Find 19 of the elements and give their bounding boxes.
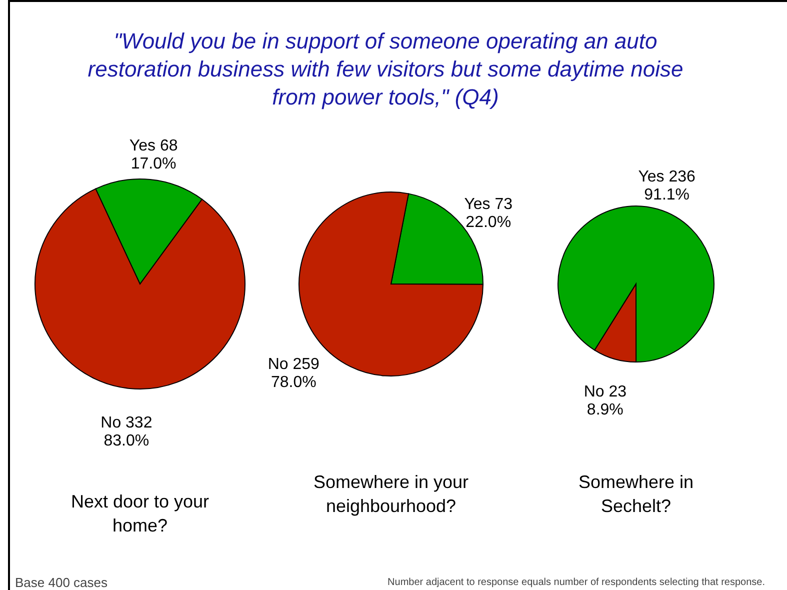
data-label: 91.1% [644,186,690,204]
data-label: 22.0% [466,214,512,232]
text: "Would you be in support of someone operating an auto restoration business with few visitors but some daytime noise from power tools," (Q4) [88,28,684,110]
data-label: 8.9% [586,402,624,419]
pie-slice [558,206,714,362]
slice-label: Yes 236 [638,168,696,186]
text: Somewhere in Sechelt? [578,472,694,516]
data-label: 17.0% [130,156,176,173]
text: Next door to your home? [70,491,210,536]
data-label: 83.0% [104,432,150,450]
text: Somewhere in your neighbourhood? [313,472,469,516]
slice-label: No 332 [100,414,152,432]
text: Base 400 cases [15,575,108,590]
text: Number adjacent to response equals number of respondents selecting that response. [388,577,765,588]
slice-label: No 259 [268,356,320,373]
slice-label: No 23 [584,384,627,401]
data-label: 78.0% [270,374,316,391]
slice-label: Yes 73 [464,196,513,214]
slice-label: Yes 68 [129,138,178,155]
